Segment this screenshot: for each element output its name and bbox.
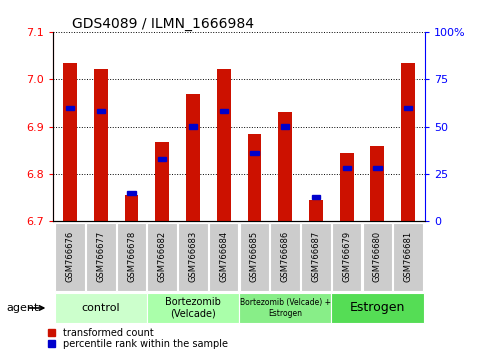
Bar [340,153,354,221]
FancyBboxPatch shape [147,223,177,291]
Bar [404,105,412,110]
Bar [94,69,108,221]
FancyBboxPatch shape [86,223,115,291]
Text: GSM766678: GSM766678 [127,231,136,282]
Bar [401,63,415,221]
FancyBboxPatch shape [363,223,392,291]
Bar [156,142,169,221]
Text: GSM766679: GSM766679 [342,231,351,282]
FancyBboxPatch shape [332,223,361,291]
Bar [220,109,228,114]
FancyBboxPatch shape [240,223,269,291]
FancyBboxPatch shape [55,223,85,291]
Text: control: control [82,303,120,313]
Bar [281,125,289,129]
FancyBboxPatch shape [178,223,208,291]
Bar [248,134,261,221]
Bar [278,112,292,221]
Text: GSM766684: GSM766684 [219,231,228,282]
Text: GSM766680: GSM766680 [373,231,382,282]
Bar [97,109,105,114]
Bar [312,195,320,199]
Text: Estrogen: Estrogen [350,302,405,314]
Text: GSM766676: GSM766676 [66,231,74,282]
FancyBboxPatch shape [117,223,146,291]
Bar [128,191,136,195]
Text: GSM766683: GSM766683 [188,231,198,282]
Bar [250,151,258,155]
Text: GSM766681: GSM766681 [404,231,412,282]
Text: GSM766687: GSM766687 [312,231,320,282]
Bar [309,200,323,221]
Bar [158,157,167,161]
Text: GSM766682: GSM766682 [158,231,167,282]
Bar [63,63,77,221]
Bar [66,105,74,110]
Text: GSM766686: GSM766686 [281,231,290,282]
Bar [186,95,200,221]
Bar [373,166,382,170]
FancyBboxPatch shape [55,293,147,323]
Text: GSM766685: GSM766685 [250,231,259,282]
Text: Bortezomib (Velcade) +
Estrogen: Bortezomib (Velcade) + Estrogen [240,298,331,318]
Bar [125,195,139,221]
Legend: transformed count, percentile rank within the sample: transformed count, percentile rank withi… [48,328,228,349]
FancyBboxPatch shape [393,223,423,291]
Text: agent: agent [6,303,39,313]
Text: GDS4089 / ILMN_1666984: GDS4089 / ILMN_1666984 [72,17,254,31]
FancyBboxPatch shape [331,293,424,323]
Bar [189,125,197,129]
FancyBboxPatch shape [301,223,331,291]
FancyBboxPatch shape [209,223,239,291]
Text: GSM766677: GSM766677 [96,231,105,282]
FancyBboxPatch shape [239,293,331,323]
Text: Bortezomib
(Velcade): Bortezomib (Velcade) [165,297,221,319]
Bar [370,147,384,221]
FancyBboxPatch shape [270,223,300,291]
Bar [342,166,351,170]
Bar [217,69,231,221]
FancyBboxPatch shape [147,293,239,323]
